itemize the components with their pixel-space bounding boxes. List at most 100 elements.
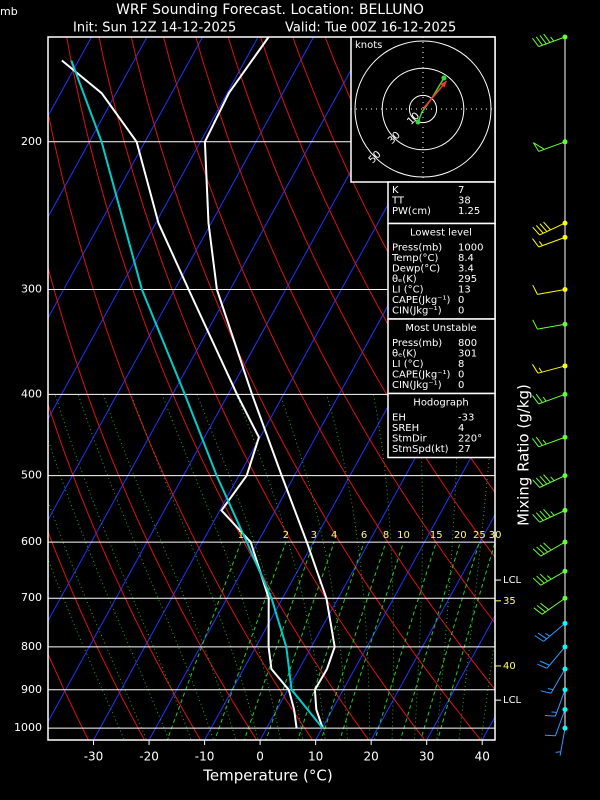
moist-adiabat xyxy=(196,394,304,740)
wind-barb xyxy=(532,474,566,488)
mixing-ratio-line xyxy=(320,541,387,740)
index-label: CAPE(Jkg⁻¹) xyxy=(392,370,450,381)
x-tick-label: 10 xyxy=(308,750,323,764)
isotherm xyxy=(48,37,315,521)
mixing-ratio-label: 1 xyxy=(238,530,244,541)
wind-barb xyxy=(532,284,566,295)
dry-adiabat xyxy=(0,12,34,743)
dry-adiabat xyxy=(569,12,600,743)
index-value: 220° xyxy=(458,434,482,445)
index-label: CAPE(Jkg⁻¹) xyxy=(392,295,450,306)
wind-barb xyxy=(537,646,566,669)
mixing-ratio-label: 4 xyxy=(331,530,337,541)
mixing-ratio-line xyxy=(437,541,495,740)
wind-level-dot xyxy=(562,644,568,650)
isotherm xyxy=(48,37,370,622)
hodo-unit: knots xyxy=(355,40,382,51)
x-tick-label: 20 xyxy=(364,750,379,764)
index-label: EH xyxy=(392,413,406,424)
annotation: LCL xyxy=(503,695,522,706)
x-tick-label: 30 xyxy=(419,750,434,764)
isotherm xyxy=(481,715,495,740)
chart-title: WRF Sounding Forecast. Location: BELLUNO xyxy=(116,2,424,18)
mixing-ratio-line xyxy=(374,541,437,740)
index-value: 38 xyxy=(458,196,471,207)
wind-level-dot xyxy=(562,620,568,626)
y-tick-label: 200 xyxy=(21,135,42,148)
index-value: 7 xyxy=(458,185,464,196)
index-value: 295 xyxy=(458,274,477,285)
y-tick-label: 800 xyxy=(21,640,42,653)
wind-level-dot xyxy=(562,568,568,574)
mixing-ratio-label: 10 xyxy=(397,530,410,541)
index-box-title: Hodograph xyxy=(413,398,468,409)
isotherm xyxy=(315,412,495,740)
dry-adiabat xyxy=(66,37,370,740)
wind-barb xyxy=(540,668,566,694)
dry-adiabat xyxy=(98,37,426,740)
mixing-ratio-label: 6 xyxy=(361,530,367,541)
index-box-title: Most Unstable xyxy=(405,323,476,334)
x-tick-label: -30 xyxy=(84,750,104,764)
dry-adiabat xyxy=(48,652,89,740)
wind-level-dot xyxy=(562,234,568,240)
dry-adiabat xyxy=(48,265,258,740)
index-box xyxy=(387,222,496,320)
moist-adiabat xyxy=(161,394,282,740)
dry-adiabat xyxy=(48,530,146,740)
wind-level-dot xyxy=(562,507,568,513)
index-value: 0 xyxy=(458,370,464,381)
y-unit: mb xyxy=(0,5,18,18)
index-label: StmDir xyxy=(392,434,427,445)
index-label: LI (°C) xyxy=(392,285,424,296)
wind-barb xyxy=(532,436,566,448)
wind-barb xyxy=(532,541,566,557)
wind-barb xyxy=(533,597,566,615)
index-label: SREH xyxy=(392,423,419,434)
wind-barb xyxy=(532,364,566,374)
wind-level-dot xyxy=(562,725,568,731)
annotation: 40 xyxy=(503,661,516,672)
wind-barb xyxy=(555,728,566,756)
index-value: -33 xyxy=(458,413,474,424)
wind-barb xyxy=(532,236,566,248)
hodo-point xyxy=(415,119,421,125)
x-tick-label: 0 xyxy=(256,750,264,764)
index-box xyxy=(387,181,496,225)
moist-adiabat xyxy=(130,394,259,740)
y-tick-label: 1000 xyxy=(14,721,42,734)
wind-barb xyxy=(544,709,566,737)
wind-level-dot xyxy=(562,539,568,545)
isotherm xyxy=(370,513,495,740)
sounding-profile xyxy=(61,59,298,729)
isotherm xyxy=(426,614,495,740)
wind-level-dot xyxy=(562,321,568,327)
dry-adiabat xyxy=(163,37,495,691)
sounding-profile xyxy=(70,60,324,729)
annotation: 35 xyxy=(503,596,516,607)
index-label: TT xyxy=(391,196,405,207)
index-value: 800 xyxy=(458,338,477,349)
index-value: 301 xyxy=(458,349,477,360)
wind-level-dot xyxy=(562,434,568,440)
profiles xyxy=(48,37,495,729)
wind-level-dot xyxy=(562,391,568,397)
mixing-ratio-label: 8 xyxy=(383,530,389,541)
index-label: Press(mb) xyxy=(392,338,442,349)
index-value: 27 xyxy=(458,444,471,455)
y-tick-label: 400 xyxy=(21,387,42,400)
index-value: 8.4 xyxy=(458,253,474,264)
index-label: StmSpd(kt) xyxy=(392,444,449,455)
annotation: LCL xyxy=(503,575,522,586)
mixing-ratio-line xyxy=(166,541,242,740)
mixing-ratio-label: 2 xyxy=(283,530,289,541)
index-box xyxy=(387,392,496,459)
mixing-ratio-line xyxy=(420,541,480,740)
index-value: 8 xyxy=(458,359,464,370)
hodo-point xyxy=(441,75,447,81)
dry-adiabat xyxy=(48,110,314,740)
wind-barb xyxy=(532,508,566,523)
wind-level-dot xyxy=(562,287,568,293)
index-label: PW(cm) xyxy=(392,206,431,217)
